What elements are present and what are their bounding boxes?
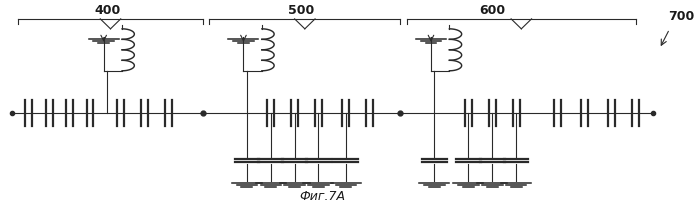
Text: Фиг.7А: Фиг.7А xyxy=(299,190,345,203)
Text: 400: 400 xyxy=(94,4,120,17)
Text: 600: 600 xyxy=(480,4,505,17)
Text: 700: 700 xyxy=(668,10,695,23)
Text: 500: 500 xyxy=(288,4,315,17)
